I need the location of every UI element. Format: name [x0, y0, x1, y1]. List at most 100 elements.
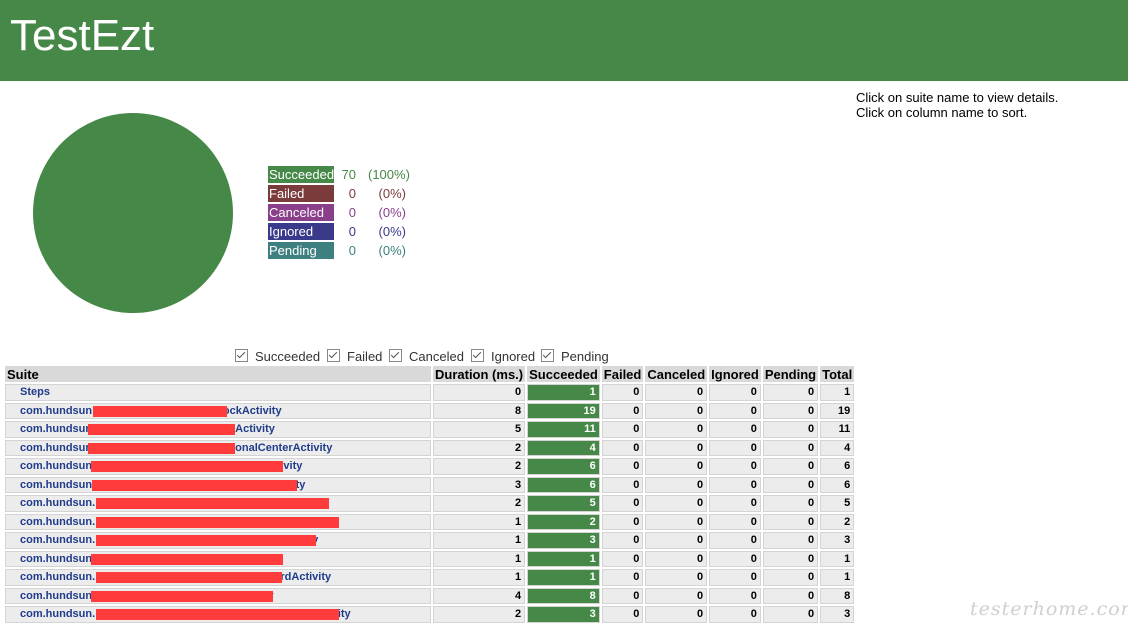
filter-failed[interactable]: Failed [327, 348, 382, 364]
ignored-cell: 0 [709, 384, 761, 401]
total-cell: 4 [820, 439, 855, 456]
total-cell: 19 [820, 402, 855, 419]
suite-link[interactable]: Steps [5, 384, 431, 401]
filter-pending[interactable]: Pending [541, 348, 609, 364]
pending-cell: 0 [762, 495, 819, 512]
canceled-cell: 0 [645, 606, 708, 623]
watermark-text: testerhome.com [970, 598, 1128, 620]
filter-ignored[interactable]: Ignored [471, 348, 535, 364]
pending-cell: 0 [762, 569, 819, 586]
failed-cell: 0 [601, 550, 644, 567]
duration-cell: 5 [433, 421, 526, 438]
canceled-cell: 0 [645, 439, 708, 456]
filter-label: Failed [347, 349, 383, 364]
total-cell: 11 [820, 421, 855, 438]
summary-row-canceled: Canceled 0 (0%) [268, 204, 428, 221]
pending-cell: 0 [762, 458, 819, 475]
canceled-cell: 0 [645, 569, 708, 586]
column-header-suite[interactable]: Suite [5, 366, 431, 382]
column-header-total[interactable]: Total [820, 366, 855, 382]
succeeded-cell: 19 [527, 402, 600, 419]
table-row: com.hundsun. NumberActivity 2 3 0 0 0 0 … [5, 606, 855, 623]
checkbox-icon[interactable] [389, 349, 402, 363]
redaction-mark [96, 572, 282, 583]
duration-cell: 1 [433, 532, 526, 549]
column-header-duration[interactable]: Duration (ms.) [433, 366, 526, 382]
succeeded-cell: 11 [527, 421, 600, 438]
summary-label-succeeded: Succeeded [268, 166, 335, 183]
suite-link[interactable]: com.hundsun. etPasswordActivity [5, 569, 431, 586]
hint-text: Click on suite name to view details. Cli… [856, 90, 1058, 120]
redaction-mark [92, 479, 297, 491]
filter-succeeded[interactable]: Succeeded [235, 348, 320, 364]
filter-canceled[interactable]: Canceled [389, 348, 464, 364]
succeeded-cell: 1 [527, 384, 600, 401]
canceled-cell: 0 [645, 458, 708, 475]
table-row: com.hundsun g-EditMyStockActivity 8 19 0… [5, 402, 855, 419]
app-header: TestEzt [0, 0, 1128, 81]
suite-link[interactable]: com.hundsun g-EditMyStockActivity [5, 402, 431, 419]
total-cell: 3 [820, 532, 855, 549]
pending-cell: 0 [762, 384, 819, 401]
succeeded-cell: 1 [527, 569, 600, 586]
succeeded-cell: 3 [527, 532, 600, 549]
canceled-cell: 0 [645, 421, 708, 438]
total-cell: 5 [820, 495, 855, 512]
summary-label-ignored: Ignored [268, 223, 334, 240]
duration-cell: 1 [433, 569, 526, 586]
filter-label: Ignored [491, 349, 536, 364]
suite-link[interactable]: com.hundsun StockActivity [5, 458, 431, 475]
redaction-mark [88, 442, 235, 454]
results-table: Suite Duration (ms.) Succeeded Failed Ca… [3, 364, 857, 625]
duration-cell: 1 [433, 513, 526, 530]
column-header-ignored[interactable]: Ignored [709, 366, 761, 382]
column-header-succeeded[interactable]: Succeeded [527, 366, 600, 382]
duration-cell: 2 [433, 606, 526, 623]
redaction-mark [91, 461, 283, 472]
pending-cell: 0 [762, 402, 819, 419]
column-header-pending[interactable]: Pending [762, 366, 819, 382]
checkbox-icon[interactable] [327, 349, 340, 363]
duration-cell: 3 [433, 476, 526, 493]
total-cell: 1 [820, 550, 855, 567]
summary-row-pending: Pending 0 (0%) [268, 242, 428, 259]
suite-link[interactable]: com.hundsun HsMainActivity [5, 421, 431, 438]
filter-label: Pending [561, 349, 609, 364]
table-row: com.hundsun HsMainActivity 5 11 0 0 0 0 … [5, 421, 855, 438]
suite-link[interactable]: com.hundsun ctivity [5, 550, 431, 567]
results-pie-chart [33, 113, 233, 313]
checkbox-icon[interactable] [471, 349, 484, 363]
table-row: com.hundsun MyPersonalCenterActivity 2 4… [5, 439, 855, 456]
total-cell: 6 [820, 458, 855, 475]
pending-cell: 0 [762, 587, 819, 604]
suite-link[interactable]: com.hundsun MyPersonalCenterActivity [5, 439, 431, 456]
succeeded-cell: 5 [527, 495, 600, 512]
checkbox-icon[interactable] [541, 349, 554, 363]
summary-percent-pending: (0%) [378, 243, 406, 258]
total-cell: 6 [820, 476, 855, 493]
checkbox-icon[interactable] [235, 349, 248, 363]
total-cell: 1 [820, 569, 855, 586]
column-header-canceled[interactable]: Canceled [645, 366, 708, 382]
suite-link[interactable]: com.hundsun. NodeActivity [5, 532, 431, 549]
canceled-cell: 0 [645, 532, 708, 549]
failed-cell: 0 [601, 439, 644, 456]
summary-count-canceled: 0 [348, 205, 356, 220]
summary-label-failed: Failed [268, 185, 334, 202]
suite-link[interactable]: com.hundsun LoginActivity [5, 476, 431, 493]
suite-link[interactable]: com.hundsun. SmartActivity [5, 495, 431, 512]
summary-count-ignored: 0 [348, 224, 356, 239]
summary-label-canceled: Canceled [268, 204, 334, 221]
pending-cell: 0 [762, 532, 819, 549]
table-header-row: Suite Duration (ms.) Succeeded Failed Ca… [5, 366, 855, 382]
ignored-cell: 0 [709, 532, 761, 549]
pending-cell: 0 [762, 606, 819, 623]
suite-link[interactable]: com.hundsun. Activity [5, 513, 431, 530]
canceled-cell: 0 [645, 384, 708, 401]
table-row: com.hundsun LoginActivity 3 6 0 0 0 0 6 [5, 476, 855, 493]
table-row: Steps 0 1 0 0 0 0 1 [5, 384, 855, 401]
column-header-failed[interactable]: Failed [601, 366, 644, 382]
suite-link[interactable]: com.hundsun. NumberActivity [5, 606, 431, 623]
canceled-cell: 0 [645, 495, 708, 512]
suite-link[interactable]: com.hundsun ginActivity [5, 587, 431, 604]
